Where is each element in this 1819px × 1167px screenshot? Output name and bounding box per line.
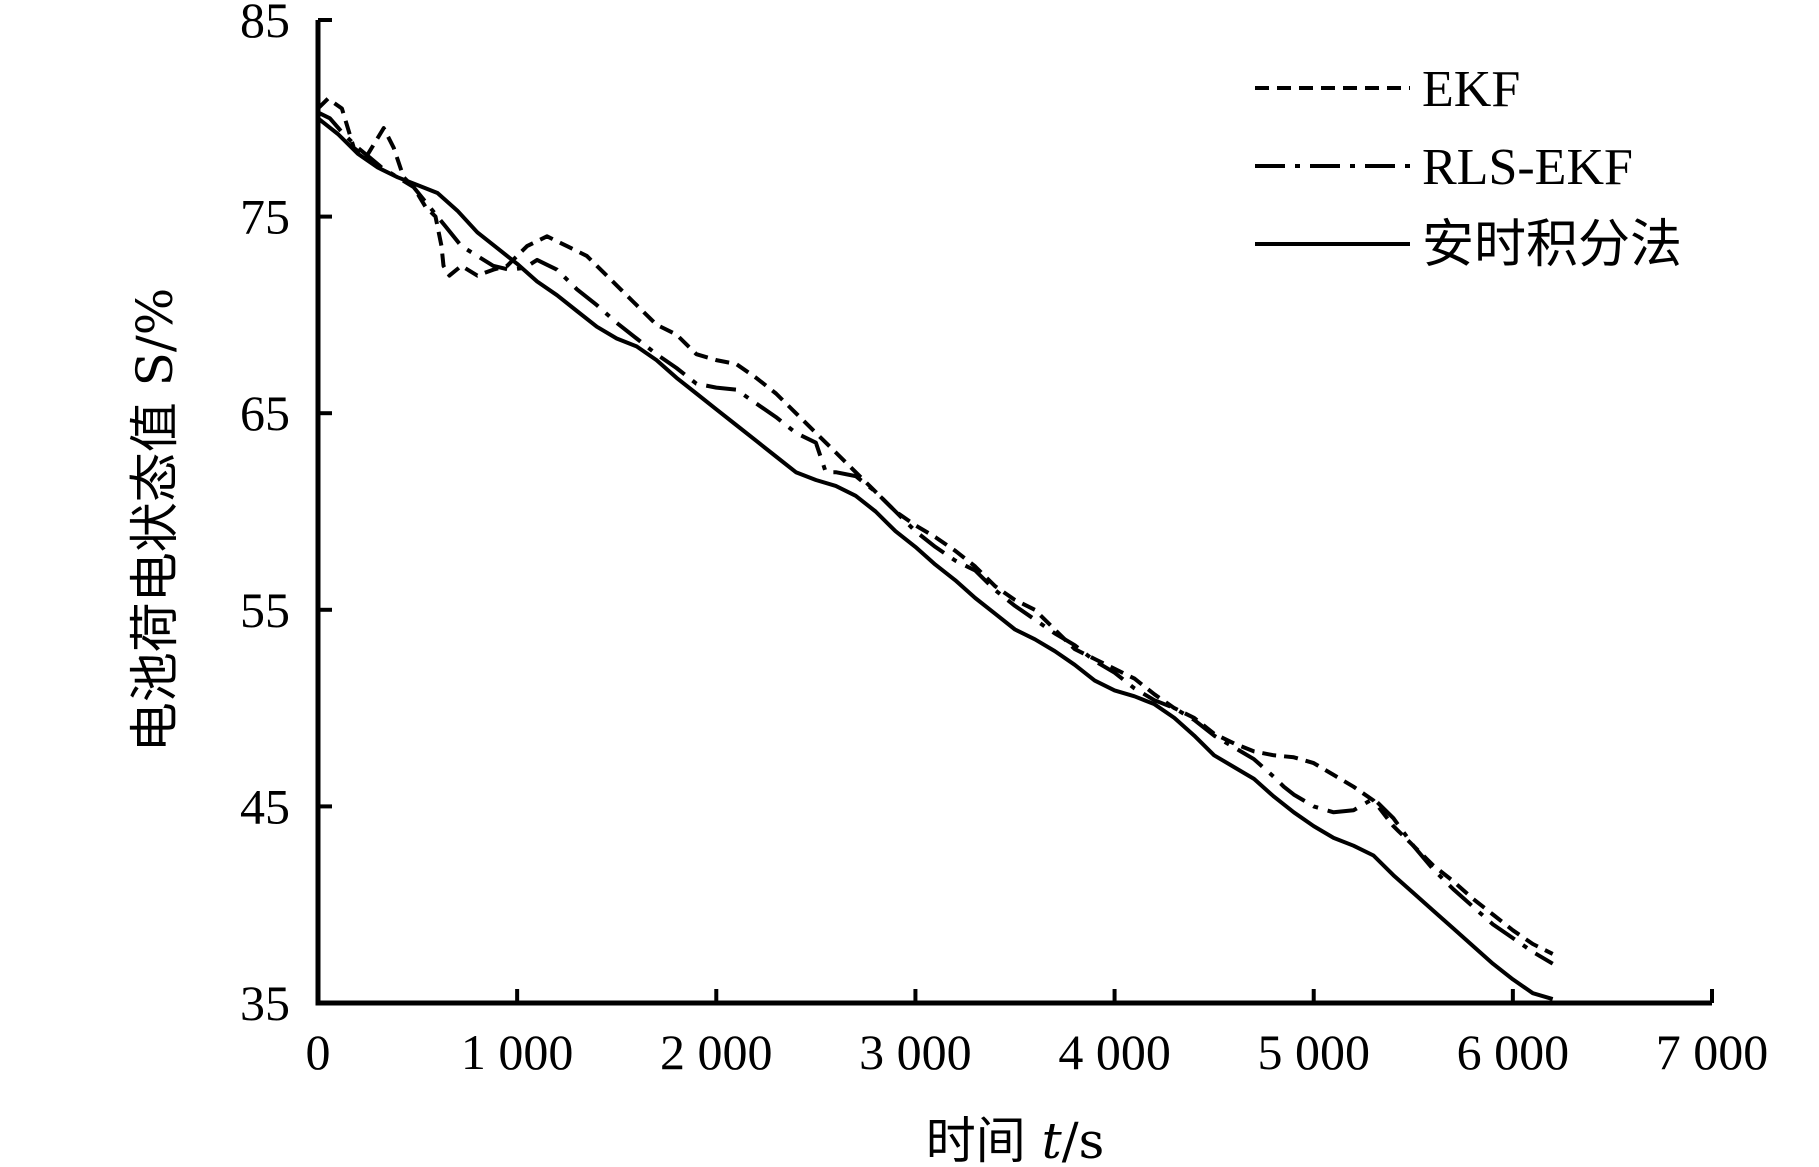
y-tick-label: 35: [240, 975, 290, 1031]
x-tick-label: 5 000: [1257, 1024, 1370, 1080]
x-tick-labels: 0 1 000 2 000 3 000 4 000 5 000 6 000 7 000: [306, 1024, 1769, 1080]
x-tick-label: 7 000: [1656, 1024, 1769, 1080]
series-line-3: [316, 116, 1554, 1002]
x-axis-title: 时间 t/s: [926, 1112, 1105, 1167]
legend-label-1: EKF: [1422, 61, 1520, 118]
plot-series: [316, 96, 1554, 1002]
y-tick-labels: 35 45 55 65 75 85: [240, 0, 290, 1031]
y-tick-label: 45: [240, 778, 290, 834]
y-tick-label: 85: [240, 0, 290, 48]
x-tick-label: 4 000: [1058, 1024, 1171, 1080]
y-tick-label: 65: [240, 385, 290, 441]
y-tick-label: 75: [240, 189, 290, 245]
x-tick-label: 1 000: [461, 1024, 574, 1080]
x-tick-label: 0: [306, 1024, 331, 1080]
axes-frame: [315, 20, 1712, 1006]
x-tick-label: 6 000: [1457, 1024, 1570, 1080]
series-line-1: [316, 96, 1554, 956]
x-axis-title-text: 时间: [926, 1112, 1042, 1167]
y-axis-title: 电池荷电状态值 S/%: [126, 288, 184, 753]
x-axis-title-unit: /s: [1062, 1112, 1105, 1167]
x-axis-title-variable: t: [1042, 1112, 1063, 1167]
y-tick-label: 55: [240, 582, 290, 638]
x-tick-label: 2 000: [660, 1024, 773, 1080]
legend: EKF RLS-EKF 安时积分法: [1255, 61, 1682, 274]
x-tick-label: 3 000: [859, 1024, 972, 1080]
series-line-2: [317, 110, 1554, 966]
legend-label-3: 安时积分法: [1422, 217, 1682, 274]
legend-label-2: RLS-EKF: [1422, 139, 1633, 196]
